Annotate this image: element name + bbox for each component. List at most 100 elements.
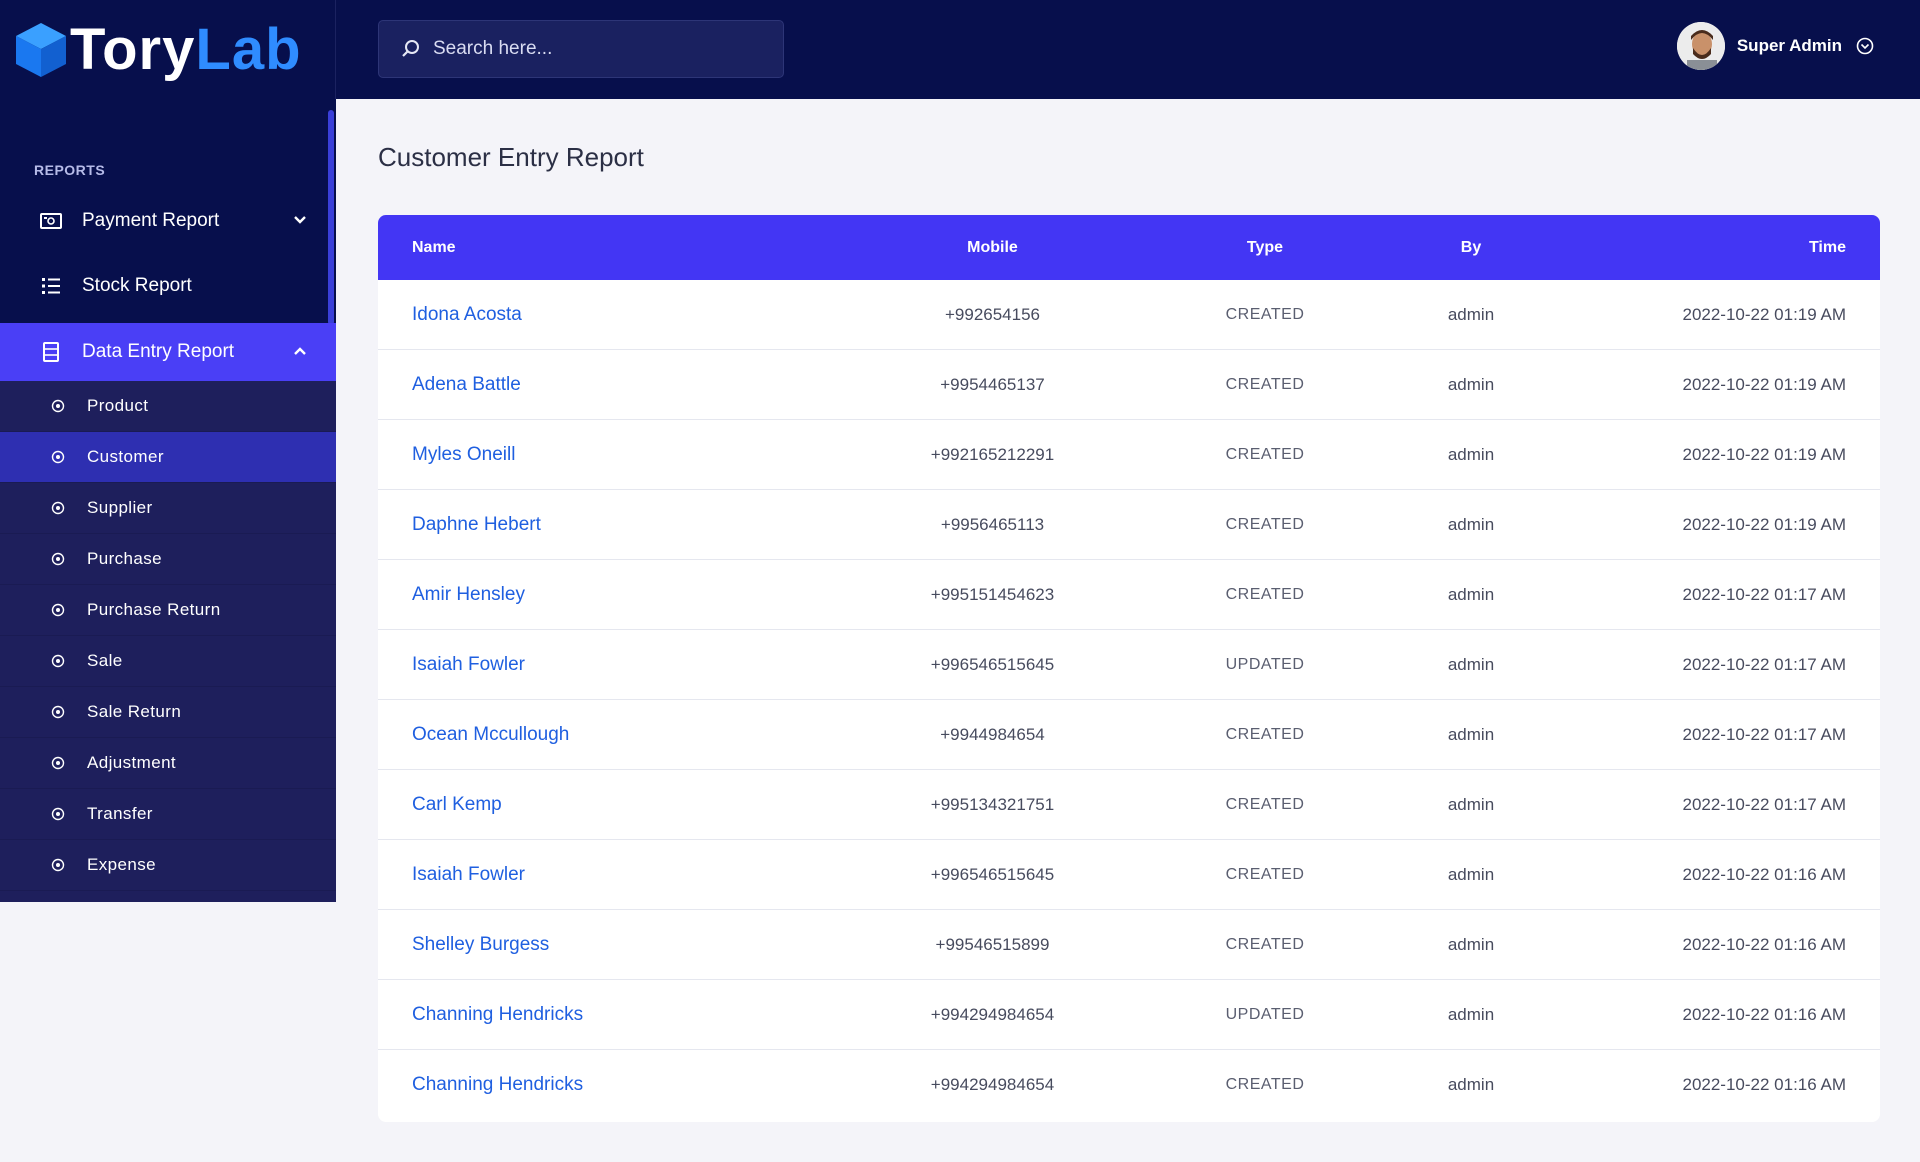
- mobile-cell: +9944984654: [940, 724, 1045, 744]
- sidebar-scrollbar[interactable]: [328, 110, 334, 325]
- customer-name-link[interactable]: Amir Hensley: [412, 583, 525, 605]
- type-cell: CREATED: [1225, 445, 1305, 463]
- table-row: Ocean Mccullough +9944984654 CREATED admin 2…: [378, 700, 1880, 770]
- top-header: Super Admin: [336, 0, 1920, 99]
- sidebar-item-label: Payment Report: [82, 210, 220, 231]
- mobile-cell: +994294984654: [930, 1004, 1055, 1024]
- search-input[interactable]: [433, 38, 753, 60]
- customer-name-link[interactable]: Channing Hendricks: [412, 1074, 584, 1095]
- customer-name-link[interactable]: Carl Kemp: [412, 793, 502, 815]
- circle-dot-icon: [51, 756, 65, 770]
- brand-logo[interactable]: ToryLab: [0, 0, 336, 99]
- customer-name-link[interactable]: Isaiah Fowler: [412, 863, 525, 885]
- document-icon: [40, 341, 62, 363]
- circle-dot-icon: [51, 450, 65, 464]
- by-cell: admin: [1447, 444, 1495, 464]
- type-cell: CREATED: [1225, 585, 1305, 603]
- submenu-item-supplier[interactable]: Supplier: [0, 483, 336, 534]
- table-row: Amir Hensley +995151454623 CREATED admin 202…: [378, 560, 1880, 630]
- table-row: Channing Hendricks +994294984654 CREATED ad…: [378, 1050, 1880, 1120]
- type-cell: CREATED: [1225, 935, 1305, 953]
- submenu-item-purchase-return[interactable]: Purchase Return: [0, 585, 336, 636]
- type-cell: UPDATED: [1225, 655, 1305, 673]
- time-cell: 2022-10-22 01:16 AM: [1682, 1075, 1846, 1094]
- circle-dot-icon: [51, 807, 65, 821]
- time-cell: 2022-10-22 01:17 AM: [1682, 794, 1846, 814]
- column-header-by[interactable]: By: [1460, 238, 1482, 256]
- time-cell: 2022-10-22 01:19 AM: [1682, 304, 1846, 324]
- circle-dot-icon: [51, 501, 65, 515]
- time-cell: 2022-10-22 01:19 AM: [1682, 444, 1846, 464]
- avatar[interactable]: [1676, 22, 1725, 70]
- type-cell: CREATED: [1225, 795, 1305, 813]
- sidebar-item-data-entry-report[interactable]: Data Entry Report: [0, 323, 336, 381]
- sidebar-item-label: Data Entry Report: [82, 341, 235, 362]
- by-cell: admin: [1447, 1075, 1495, 1094]
- table-row: Daphne Hebert +9956465113 CREATED admin 2022…: [378, 490, 1880, 560]
- table-row: Channing Hendricks +994294984654 UPDATED ad…: [378, 980, 1880, 1050]
- sidebar-item-stock-report[interactable]: Stock Report: [0, 257, 336, 315]
- circle-dot-icon: [51, 603, 65, 617]
- column-header-time[interactable]: Time: [1808, 238, 1846, 256]
- submenu-item-transfer[interactable]: Transfer: [0, 789, 336, 840]
- chevron-down-circle-icon[interactable]: [1856, 37, 1874, 55]
- customer-name-link[interactable]: Daphne Hebert: [412, 513, 541, 535]
- customer-name-link[interactable]: Isaiah Fowler: [412, 653, 525, 675]
- customer-name-link[interactable]: Idona Acosta: [412, 303, 522, 325]
- by-cell: admin: [1447, 864, 1495, 884]
- customer-name-link[interactable]: Adena Battle: [412, 373, 521, 395]
- submenu-item-product[interactable]: Product: [0, 381, 336, 432]
- customer-name-link[interactable]: Myles Oneill: [412, 443, 516, 465]
- column-header-name[interactable]: Name: [412, 238, 456, 256]
- search-icon: [402, 40, 419, 57]
- type-cell: CREATED: [1225, 725, 1305, 743]
- submenu-item-sale-return[interactable]: Sale Return: [0, 687, 336, 738]
- search-box[interactable]: [378, 20, 784, 78]
- column-header-type[interactable]: Type: [1246, 238, 1284, 256]
- report-table: Name Mobile Type By Time Idona Acosta +99…: [378, 215, 1880, 1122]
- type-cell: UPDATED: [1225, 1005, 1305, 1023]
- mobile-cell: +9956465113: [940, 514, 1045, 534]
- type-cell: CREATED: [1225, 1076, 1305, 1093]
- circle-dot-icon: [51, 399, 65, 413]
- submenu-item-sale[interactable]: Sale: [0, 636, 336, 687]
- chevron-up-icon: [294, 347, 306, 355]
- submenu-item-expense[interactable]: Expense: [0, 840, 336, 891]
- customer-name-link[interactable]: Shelley Burgess: [412, 933, 550, 955]
- time-cell: 2022-10-22 01:16 AM: [1682, 1004, 1846, 1024]
- by-cell: admin: [1447, 654, 1495, 674]
- mobile-cell: +992654156: [944, 304, 1041, 324]
- user-menu[interactable]: Super Admin: [1676, 22, 1874, 70]
- submenu-item-purchase[interactable]: Purchase: [0, 534, 336, 585]
- type-cell: CREATED: [1225, 305, 1305, 323]
- table-row: Idona Acosta +992654156 CREATED admin 2022-1…: [378, 280, 1880, 350]
- time-cell: 2022-10-22 01:17 AM: [1682, 584, 1846, 604]
- submenu-item-adjustment[interactable]: Adjustment: [0, 738, 336, 789]
- time-cell: 2022-10-22 01:17 AM: [1682, 724, 1846, 744]
- submenu-item-customer[interactable]: Customer: [0, 432, 336, 483]
- customer-name-link[interactable]: Channing Hendricks: [412, 1003, 584, 1025]
- circle-dot-icon: [51, 858, 65, 872]
- mobile-cell: +995134321751: [930, 794, 1055, 814]
- time-cell: 2022-10-22 01:17 AM: [1682, 654, 1846, 674]
- sidebar-item-label: Stock Report: [82, 275, 192, 296]
- by-cell: admin: [1447, 304, 1495, 324]
- table-row: Adena Battle +9954465137 CREATED admin 2022-…: [378, 350, 1880, 420]
- circle-dot-icon: [51, 552, 65, 566]
- type-cell: CREATED: [1225, 515, 1305, 533]
- mobile-cell: +9954465137: [940, 374, 1045, 394]
- table-row: Isaiah Fowler +996546515645 CREATED admin 20…: [378, 840, 1880, 910]
- table-row: Myles Oneill +992165212291 CREATED admin 202…: [378, 420, 1880, 490]
- user-name: Super Admin: [1736, 36, 1842, 55]
- table-body: Idona Acosta +992654156 CREATED admin 2022-1…: [378, 280, 1880, 1120]
- section-label-reports: REPORTS: [34, 162, 106, 178]
- sidebar-item-payment-report[interactable]: Payment Report: [0, 192, 336, 250]
- circle-dot-icon: [51, 705, 65, 719]
- customer-name-link[interactable]: Ocean Mccullough: [412, 723, 570, 745]
- brand-name: ToryLab: [70, 16, 302, 82]
- by-cell: admin: [1447, 934, 1495, 954]
- time-cell: 2022-10-22 01:16 AM: [1682, 934, 1846, 954]
- type-cell: CREATED: [1225, 865, 1305, 883]
- column-header-mobile[interactable]: Mobile: [967, 238, 1018, 256]
- circle-dot-icon: [51, 654, 65, 668]
